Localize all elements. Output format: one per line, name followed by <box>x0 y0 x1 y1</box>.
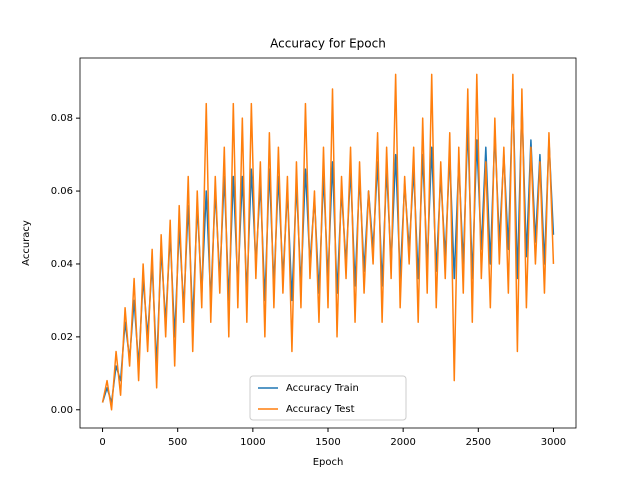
y-axis-label: Accuracy <box>21 220 32 266</box>
y-tick-label: 0.00 <box>51 405 73 416</box>
x-tick-label: 1000 <box>240 437 265 448</box>
x-axis-label: Epoch <box>313 457 344 468</box>
x-tick-label: 1500 <box>315 437 340 448</box>
x-tick-label: 0 <box>99 437 105 448</box>
y-tick-label: 0.06 <box>51 186 73 197</box>
chart-title: Accuracy for Epoch <box>270 37 386 51</box>
legend-box <box>249 375 407 421</box>
y-tick-label: 0.08 <box>51 113 73 124</box>
x-tick-label: 3000 <box>541 437 566 448</box>
legend: Accuracy Train Accuracy Test <box>249 375 407 421</box>
plot-frame <box>79 57 577 429</box>
x-tick-label: 2000 <box>390 437 415 448</box>
y-tick-label: 0.04 <box>51 259 73 270</box>
x-tick-label: 500 <box>168 437 187 448</box>
legend-label: Accuracy Test <box>286 404 355 415</box>
legend-label: Accuracy Train <box>286 383 359 394</box>
y-tick-label: 0.02 <box>51 332 73 343</box>
line-series <box>101 73 555 411</box>
x-tick-label: 2500 <box>466 437 491 448</box>
